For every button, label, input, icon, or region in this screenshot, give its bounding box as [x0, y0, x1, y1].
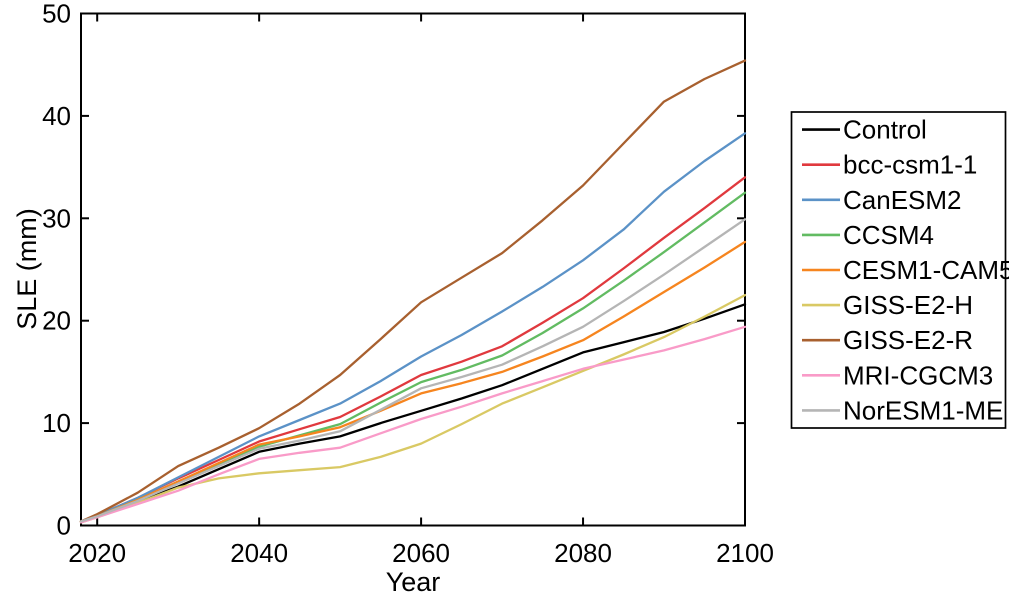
series-line-GISS-E2-R	[79, 59, 747, 523]
series-line-CanESM2	[79, 132, 747, 523]
legend: Control bcc-csm1-1 CanESM2 CCSM4 CESM1-CAM5 G…	[790, 111, 1009, 429]
legend-items: Control bcc-csm1-1 CanESM2 CCSM4 CESM1-CAM5 G…	[802, 115, 1009, 425]
x-tick-label: 2100	[716, 538, 774, 568]
series-line-GISS-E2-H	[79, 293, 747, 524]
legend-item: Control	[802, 115, 927, 145]
plot-area	[80, 12, 746, 527]
legend-label-GISS-E2-H: GISS-E2-H	[843, 290, 973, 320]
y-tick-label: 20	[42, 306, 71, 336]
legend-label-NorESM1-ME: NorESM1-ME	[843, 395, 1003, 425]
series-line-bcc-csm1-1	[79, 176, 747, 523]
series-line-NorESM1-ME	[79, 218, 747, 523]
x-tick-label: 2060	[392, 538, 450, 568]
legend-label-MRI-CGCM3: MRI-CGCM3	[843, 360, 993, 390]
series-line-CCSM4	[79, 191, 747, 523]
legend-item: bcc-csm1-1	[802, 150, 977, 180]
legend-label-CESM1-CAM5: CESM1-CAM5	[843, 255, 1009, 285]
legend-item: CESM1-CAM5	[802, 255, 1009, 285]
y-tick-label: 40	[42, 101, 71, 131]
series-lines	[79, 59, 747, 524]
series-line-CESM1-CAM5	[79, 240, 747, 523]
axis-ticks	[81, 12, 746, 527]
y-tick-label: 30	[42, 203, 71, 233]
legend-label-bcc-csm1-1: bcc-csm1-1	[843, 150, 977, 180]
y-axis-label: SLE (mm)	[12, 208, 42, 330]
x-tick-label: 2020	[68, 538, 126, 568]
legend-item: MRI-CGCM3	[802, 360, 993, 390]
legend-label-GISS-E2-R: GISS-E2-R	[843, 325, 973, 355]
y-tick-label: 10	[42, 408, 71, 438]
legend-label-CCSM4: CCSM4	[843, 220, 934, 250]
x-axis-label: Year	[386, 567, 441, 597]
axis-tick-labels: 2020 2040 2060 2080 2100 0 10 20 30 40 50	[42, 0, 774, 568]
legend-item: GISS-E2-R	[802, 325, 973, 355]
legend-item: CCSM4	[802, 220, 934, 250]
y-tick-label: 0	[57, 511, 71, 541]
legend-item: GISS-E2-H	[802, 290, 973, 320]
legend-item: CanESM2	[802, 185, 962, 215]
x-tick-label: 2040	[230, 538, 288, 568]
y-tick-label: 50	[42, 0, 71, 29]
legend-label-CanESM2: CanESM2	[843, 185, 962, 215]
x-tick-label: 2080	[554, 538, 612, 568]
legend-label-Control: Control	[843, 115, 927, 145]
series-line-MRI-CGCM3	[79, 325, 747, 524]
legend-item: NorESM1-ME	[802, 395, 1003, 425]
